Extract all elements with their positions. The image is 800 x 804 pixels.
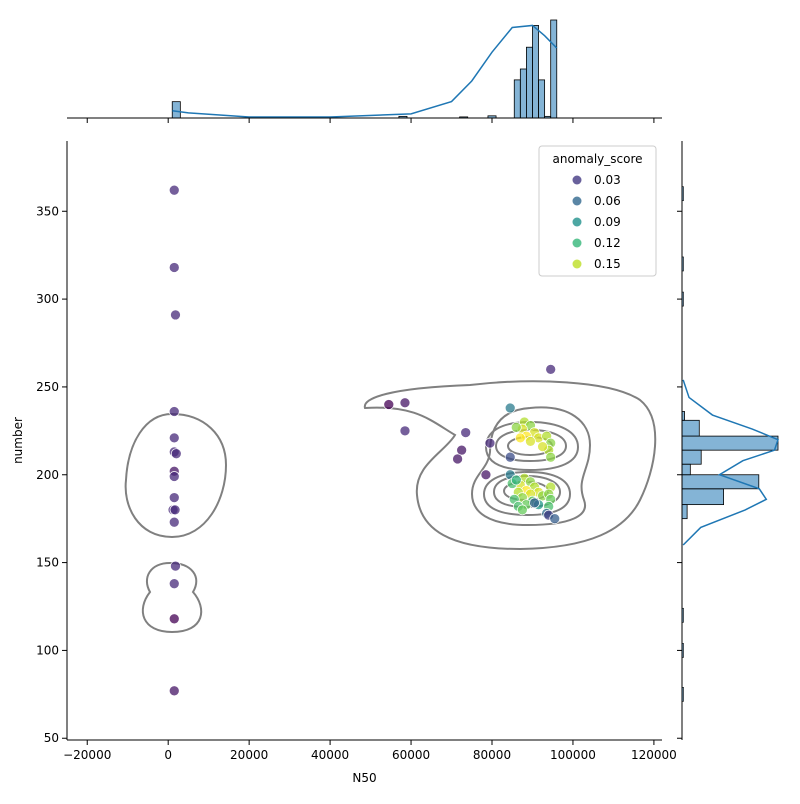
scatter-plot-area xyxy=(124,184,657,697)
y-marginal-bar xyxy=(681,419,700,437)
x-marginal-bar xyxy=(532,25,539,119)
legend-marker xyxy=(572,196,582,206)
y-marginal-histogram xyxy=(681,186,779,702)
scatter-point xyxy=(170,560,181,572)
legend-box xyxy=(538,145,657,277)
kde-contour-left-lower xyxy=(141,561,203,634)
kde-contour-right-level3-bottom xyxy=(482,470,572,517)
legend: anomaly_score 0.03 0.06 0.09 0.12 0.15 xyxy=(538,145,657,277)
kde-contour-right-level2 xyxy=(470,406,592,527)
kde-contour-right-level3-top xyxy=(484,420,580,472)
scatter-point xyxy=(510,421,522,433)
legend-entry-label: 0.15 xyxy=(594,257,621,271)
legend-title: anomaly_score xyxy=(552,152,642,166)
scatter-point xyxy=(452,453,463,465)
scatter-point xyxy=(168,685,180,697)
y-marginal-bar xyxy=(681,504,688,520)
scatter-point xyxy=(545,451,557,463)
axes: −20000 0 20000 40000 60000 80000 100000 120000 5… xyxy=(11,117,683,785)
scatter-point xyxy=(529,497,540,509)
legend-entry-label: 0.06 xyxy=(594,194,621,208)
scatter-point xyxy=(510,474,522,486)
x-marginal-bar xyxy=(171,101,181,119)
y-marginal-kde-line xyxy=(682,379,779,546)
legend-marker xyxy=(572,259,582,269)
x-marginal-bar xyxy=(519,68,527,119)
scatter-point xyxy=(514,432,526,444)
y-tick-label: 100 xyxy=(36,643,59,657)
scatter-point xyxy=(399,397,411,409)
scatter-point xyxy=(168,432,180,444)
scatter-point xyxy=(168,516,180,528)
scatter-point xyxy=(504,451,516,463)
scatter-point xyxy=(484,437,496,449)
legend-marker xyxy=(572,238,582,248)
scatter-point xyxy=(456,444,467,456)
scatter-point xyxy=(549,513,561,525)
x-tick-label: 0 xyxy=(164,748,172,762)
x-marginal-bar xyxy=(513,79,521,119)
scatter-point xyxy=(168,578,180,590)
y-marginal-bar xyxy=(681,435,779,451)
x-marginal-kde-line xyxy=(172,24,558,118)
x-marginal-bar xyxy=(526,46,533,119)
y-tick-label: 50 xyxy=(44,731,59,745)
x-marginal-histogram xyxy=(171,19,558,119)
scatter-points xyxy=(167,184,561,697)
scatter-point xyxy=(399,425,411,437)
kde-contour-right-level4-top xyxy=(494,428,568,463)
scatter-point xyxy=(545,364,557,375)
y-tick-label: 150 xyxy=(36,556,59,570)
x-tick-label: 120000 xyxy=(631,748,677,762)
scatter-point xyxy=(504,402,516,414)
scatter-point xyxy=(460,427,472,438)
y-tick-label: 200 xyxy=(36,468,59,482)
x-tick-label: 100000 xyxy=(550,748,596,762)
x-tick-label: 20000 xyxy=(230,748,268,762)
y-marginal-bar xyxy=(681,474,760,490)
scatter-point xyxy=(480,469,492,481)
x-tick-label: 60000 xyxy=(392,748,430,762)
x-tick-label: 40000 xyxy=(311,748,349,762)
scatter-point xyxy=(168,406,180,417)
scatter-point xyxy=(517,504,528,516)
scatter-point xyxy=(168,184,180,196)
y-marginal-bar xyxy=(681,488,724,506)
scatter-point xyxy=(168,613,180,625)
y-marginal-bar xyxy=(681,449,702,465)
y-tick-label: 300 xyxy=(36,292,59,306)
scatter-point xyxy=(168,262,180,273)
y-marginal-bar xyxy=(681,463,691,476)
x-marginal-bar xyxy=(550,19,558,119)
x-axis-label: N50 xyxy=(352,771,376,785)
legend-marker xyxy=(572,175,582,185)
x-tick-label: 80000 xyxy=(473,748,511,762)
y-axis-label: number xyxy=(11,417,25,464)
legend-entry-label: 0.09 xyxy=(594,215,621,229)
y-tick-label: 250 xyxy=(36,380,59,394)
scatter-point xyxy=(170,309,181,321)
y-tick-label: 350 xyxy=(36,204,59,218)
legend-marker xyxy=(572,217,582,227)
kde-contour-left-upper xyxy=(124,412,228,539)
scatter-point xyxy=(169,504,181,516)
scatter-point xyxy=(170,448,182,460)
kde-contours xyxy=(124,380,657,634)
scatter-point xyxy=(168,492,180,503)
scatter-point xyxy=(168,471,180,482)
x-marginal-bar xyxy=(538,79,546,119)
legend-entry-label: 0.03 xyxy=(594,173,621,187)
x-tick-label: −20000 xyxy=(63,748,111,762)
scatter-point xyxy=(383,399,395,410)
scatter-point xyxy=(537,441,548,452)
scatter-point xyxy=(525,436,536,447)
legend-entry-label: 0.12 xyxy=(594,236,621,250)
